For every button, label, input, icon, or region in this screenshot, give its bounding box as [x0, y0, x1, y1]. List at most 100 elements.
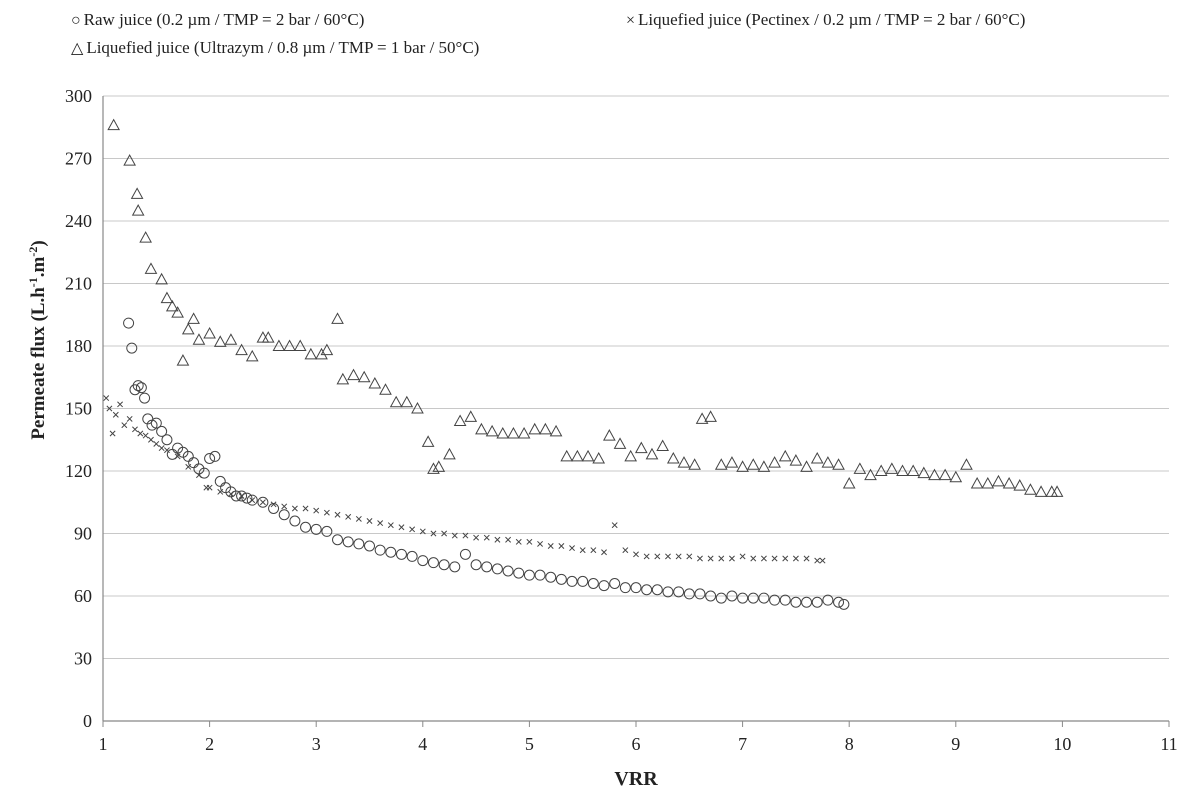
- data-point-pectinex: [505, 536, 512, 543]
- x-tick-label: 8: [845, 734, 854, 754]
- data-point-ultrazym: [821, 456, 835, 468]
- data-point-pectinex: [148, 436, 154, 443]
- data-point-raw-juice: [150, 417, 162, 429]
- y-axis-label-text: Permeate flux (L.h: [28, 287, 49, 440]
- data-point-raw-juice: [198, 467, 210, 479]
- data-point-raw-juice: [491, 563, 503, 575]
- data-point-raw-juice: [268, 503, 280, 514]
- data-point-ultrazym: [315, 347, 328, 360]
- data-point-pectinex: [611, 522, 618, 529]
- data-point-ultrazym: [736, 460, 749, 472]
- data-point-raw-juice: [406, 550, 418, 562]
- data-point-raw-juice: [779, 594, 791, 606]
- data-point-pectinex: [185, 463, 192, 470]
- data-point-raw-juice: [395, 548, 407, 560]
- data-point-ultrazym: [1024, 483, 1037, 495]
- data-point-ultrazym: [411, 401, 424, 414]
- data-point-raw-juice: [651, 584, 663, 596]
- data-point-ultrazym: [1013, 479, 1027, 491]
- data-point-ultrazym: [475, 422, 488, 435]
- y-tick-label: 180: [65, 336, 92, 356]
- legend-raw-label: Raw juice (0.2 µm / TMP = 2 bar / 60°C): [83, 10, 365, 29]
- x-tick-label: 3: [312, 734, 321, 754]
- legend-pectinex: × Liquefied juice (Pectinex / 0.2 µm / TM…: [626, 10, 1025, 30]
- data-point-ultrazym: [677, 456, 691, 468]
- x-axis-label: VRR: [614, 768, 658, 790]
- data-point-raw-juice: [459, 548, 471, 560]
- data-point-raw-juice: [705, 590, 717, 602]
- data-point-pectinex: [195, 472, 202, 479]
- data-point-ultrazym: [896, 464, 909, 476]
- data-point-raw-juice: [811, 596, 823, 608]
- data-point-pectinex: [366, 518, 373, 524]
- data-point-pectinex: [483, 534, 490, 541]
- data-point-ultrazym: [1050, 485, 1064, 497]
- data-point-pectinex: [451, 532, 458, 539]
- data-point-ultrazym: [810, 451, 824, 464]
- data-point-raw-juice: [769, 594, 781, 606]
- data-point-raw-juice: [523, 569, 535, 581]
- data-point-raw-juice: [257, 496, 269, 508]
- data-point-ultrazym: [560, 449, 574, 462]
- legend-raw: ○ Raw juice (0.2 µm / TMP = 2 bar / 60°C): [71, 10, 364, 30]
- data-point-ultrazym: [842, 476, 856, 489]
- data-point-pectinex: [547, 543, 554, 549]
- data-point-ultrazym: [864, 468, 877, 481]
- data-point-pectinex: [137, 430, 144, 437]
- y-tick-label: 270: [65, 149, 92, 169]
- circle-marker-icon: ○: [71, 12, 81, 29]
- data-point-raw-juice: [747, 592, 759, 604]
- data-point-raw-juice: [545, 571, 557, 583]
- data-point-raw-juice: [161, 434, 173, 446]
- data-point-pectinex: [355, 515, 362, 522]
- y-tick-label: 0: [83, 711, 92, 731]
- data-point-raw-juice: [332, 534, 344, 546]
- data-point-ultrazym: [432, 460, 446, 472]
- data-point-pectinex: [158, 445, 165, 452]
- y-axis-label-text: .m: [28, 256, 49, 277]
- data-point-ultrazym: [725, 456, 739, 468]
- data-point-ultrazym: [256, 331, 270, 343]
- data-point-ultrazym: [283, 339, 296, 351]
- data-point-raw-juice: [278, 509, 290, 521]
- data-point-ultrazym: [379, 383, 392, 395]
- y-axis-label-superscript: -2: [26, 247, 40, 257]
- data-point-ultrazym: [656, 439, 669, 451]
- data-point-pectinex: [718, 555, 725, 562]
- data-point-pectinex: [106, 405, 113, 412]
- data-point-ultrazym: [155, 272, 168, 285]
- data-point-pectinex: [345, 513, 352, 520]
- data-point-raw-juice: [641, 584, 653, 596]
- data-point-pectinex: [270, 501, 277, 508]
- data-point-pectinex: [126, 415, 133, 422]
- y-tick-label: 210: [65, 274, 92, 294]
- x-tick-label: 2: [205, 734, 214, 754]
- data-point-ultrazym: [549, 424, 563, 437]
- data-point-raw-juice: [156, 425, 168, 437]
- data-point-pectinex: [686, 553, 693, 560]
- data-point-raw-juice: [321, 525, 333, 537]
- data-point-raw-juice: [598, 580, 610, 592]
- data-point-ultrazym: [1045, 485, 1059, 497]
- data-point-ultrazym: [272, 339, 286, 351]
- data-point-pectinex: [803, 555, 810, 562]
- data-point-raw-juice: [188, 457, 200, 469]
- data-point-pectinex: [665, 553, 671, 560]
- data-point-ultrazym: [949, 470, 963, 483]
- data-point-ultrazym: [928, 468, 941, 481]
- data-point-raw-juice: [662, 586, 674, 598]
- data-point-ultrazym: [496, 426, 510, 439]
- data-point-raw-juice: [364, 540, 375, 552]
- y-axis-label-text: ): [28, 240, 49, 246]
- data-point-pectinex: [819, 557, 826, 564]
- data-point-raw-juice: [449, 561, 461, 573]
- data-point-pectinex: [112, 411, 119, 418]
- data-point-ultrazym: [768, 456, 781, 468]
- data-point-ultrazym: [874, 464, 888, 476]
- data-point-pectinex: [227, 490, 234, 497]
- data-point-ultrazym: [261, 331, 275, 343]
- data-point-raw-juice: [609, 578, 621, 589]
- data-point-pectinex: [409, 526, 416, 533]
- data-point-pectinex: [302, 505, 309, 512]
- data-point-raw-juice: [385, 546, 397, 558]
